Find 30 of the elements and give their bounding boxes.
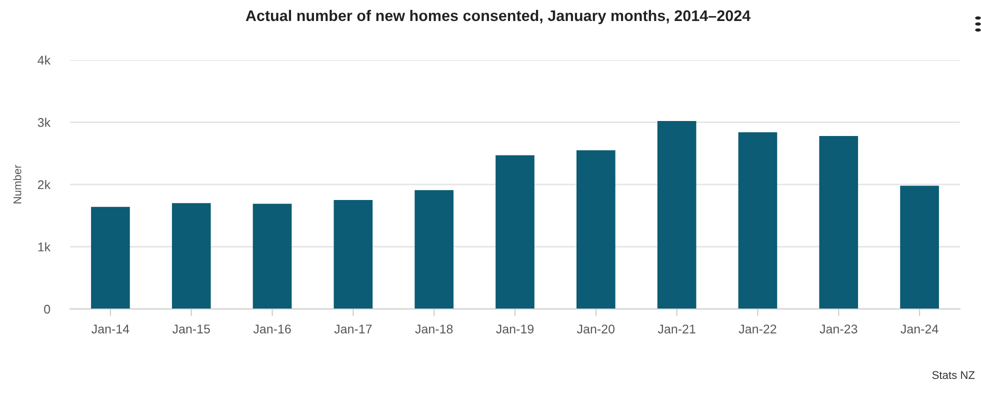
bar <box>900 186 939 309</box>
y-tick-label: 1k <box>38 242 51 252</box>
x-tick-label: Jan-20 <box>576 324 615 334</box>
x-tick-label: Jan-15 <box>172 324 210 334</box>
chart-title: Actual number of new homes consented, January months, 2014–2024 <box>246 10 751 24</box>
y-tick-label: 4k <box>38 55 51 65</box>
bar <box>414 190 454 309</box>
x-tick-label: Jan-19 <box>496 324 534 334</box>
x-tick-label: Jan-17 <box>334 324 372 334</box>
bar <box>819 136 858 309</box>
y-tick-label: 3k <box>38 118 51 127</box>
x-tick-label: Jan-18 <box>415 324 453 334</box>
y-tick-label: 0 <box>44 304 50 314</box>
x-tick-label: Jan-16 <box>253 324 291 334</box>
bar <box>91 206 130 309</box>
bar <box>334 200 373 309</box>
x-tick-label: Jan-23 <box>820 324 858 334</box>
y-tick-label: 2k <box>38 180 51 190</box>
bar <box>172 203 211 309</box>
bar <box>657 121 696 309</box>
bar <box>576 150 616 309</box>
bar <box>496 155 534 309</box>
text: Stats NZ <box>932 371 975 379</box>
x-tick-label: Jan-24 <box>900 324 938 334</box>
bar <box>252 204 292 309</box>
x-tick-label: Jan-14 <box>92 324 130 334</box>
bar <box>738 132 778 309</box>
x-tick-label: Jan-21 <box>658 324 696 334</box>
y-axis-title: Number <box>13 164 22 204</box>
x-tick-label: Jan-22 <box>738 324 776 334</box>
